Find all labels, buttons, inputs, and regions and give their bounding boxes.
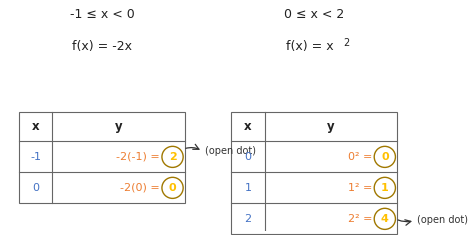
- Text: (open dot): (open dot): [205, 146, 256, 156]
- Text: 0: 0: [245, 152, 251, 162]
- Text: -1 ≤ x < 0: -1 ≤ x < 0: [70, 8, 134, 21]
- Text: f(x) = x: f(x) = x: [286, 40, 334, 53]
- Text: 1: 1: [381, 183, 389, 193]
- Text: x: x: [244, 120, 252, 133]
- Bar: [19, 112, 185, 203]
- Text: y: y: [115, 120, 122, 133]
- Text: -2(-1) =: -2(-1) =: [116, 152, 160, 162]
- Text: 2² =: 2² =: [347, 214, 372, 224]
- Text: 0: 0: [169, 183, 176, 193]
- Text: 4: 4: [381, 214, 389, 224]
- Text: 2: 2: [245, 214, 252, 224]
- Text: 0² =: 0² =: [347, 152, 372, 162]
- Text: (open dot): (open dot): [417, 215, 468, 225]
- Text: 1: 1: [245, 183, 251, 193]
- Text: y: y: [327, 120, 335, 133]
- Text: -2(0) =: -2(0) =: [120, 183, 160, 193]
- Text: f(x) = -2x: f(x) = -2x: [72, 40, 132, 53]
- Text: 0: 0: [381, 152, 389, 162]
- Text: 1² =: 1² =: [347, 183, 372, 193]
- Bar: [231, 112, 397, 234]
- Text: 0 ≤ x < 2: 0 ≤ x < 2: [284, 8, 345, 21]
- Text: 2: 2: [169, 152, 176, 162]
- Text: -1: -1: [30, 152, 41, 162]
- Text: x: x: [32, 120, 39, 133]
- Text: 0: 0: [32, 183, 39, 193]
- Text: 2: 2: [343, 38, 349, 48]
